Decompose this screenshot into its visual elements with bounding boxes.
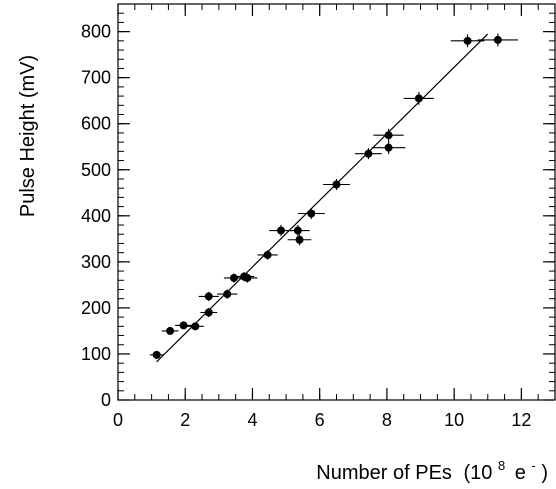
y-tick-label: 400 xyxy=(81,206,111,226)
data-point xyxy=(179,321,188,330)
data-point xyxy=(229,273,238,282)
data-point xyxy=(332,180,341,189)
data-point xyxy=(364,149,373,158)
error-bars xyxy=(149,33,519,359)
y-tick-label: 700 xyxy=(81,68,111,88)
y-tick-label: 100 xyxy=(81,344,111,364)
y-tick-label: 200 xyxy=(81,298,111,318)
x-axis-unit-open: (10 xyxy=(463,462,492,484)
data-point xyxy=(384,143,393,152)
x-tick-label: 2 xyxy=(180,410,190,430)
x-tick-label: 6 xyxy=(315,410,325,430)
y-tick-label: 600 xyxy=(81,114,111,134)
data-point xyxy=(204,292,213,301)
x-axis-label: Number of PEs xyxy=(316,462,452,484)
x-tick-labels: 0 2 4 6 8 10 12 xyxy=(113,410,531,430)
data-point xyxy=(463,36,472,45)
data-point xyxy=(204,308,213,317)
x-tick-label: 4 xyxy=(247,410,257,430)
y-axis-title: Pulse Height (mV) xyxy=(17,55,39,217)
x-tick-label: 10 xyxy=(444,410,464,430)
x-tick-label: 0 xyxy=(113,410,123,430)
x-tick-label: 12 xyxy=(511,410,531,430)
data-point xyxy=(414,94,423,103)
data-markers xyxy=(152,35,502,359)
y-tick-labels: 0 100 200 300 400 500 600 700 800 xyxy=(81,22,111,410)
major-ticks xyxy=(117,4,555,401)
data-point xyxy=(191,322,200,331)
x-tick-label: 8 xyxy=(382,410,392,430)
data-point xyxy=(223,290,232,299)
x-axis-unit-symbol-exponent: - xyxy=(531,458,535,473)
data-point xyxy=(152,350,161,359)
fit-line xyxy=(156,33,489,363)
y-tick-label: 800 xyxy=(81,22,111,42)
data-point xyxy=(166,326,175,335)
data-point xyxy=(293,226,302,235)
y-tick-label: 500 xyxy=(81,160,111,180)
data-point xyxy=(295,235,304,244)
x-axis-unit-exponent: 8 xyxy=(498,458,505,473)
data-point xyxy=(493,35,502,44)
plot-frame xyxy=(117,3,556,401)
minor-ticks xyxy=(117,3,556,401)
data-point xyxy=(307,209,316,218)
data-point xyxy=(243,273,252,282)
x-axis-unit-symbol: e xyxy=(515,462,526,484)
data-point xyxy=(384,131,393,140)
x-axis-title: Number of PEs (10 8 e - ) xyxy=(316,453,548,484)
y-tick-label: 0 xyxy=(101,390,111,410)
y-tick-label: 300 xyxy=(81,252,111,272)
data-point xyxy=(263,250,272,259)
x-axis-unit-close: ) xyxy=(541,462,548,484)
data-point xyxy=(277,226,286,235)
